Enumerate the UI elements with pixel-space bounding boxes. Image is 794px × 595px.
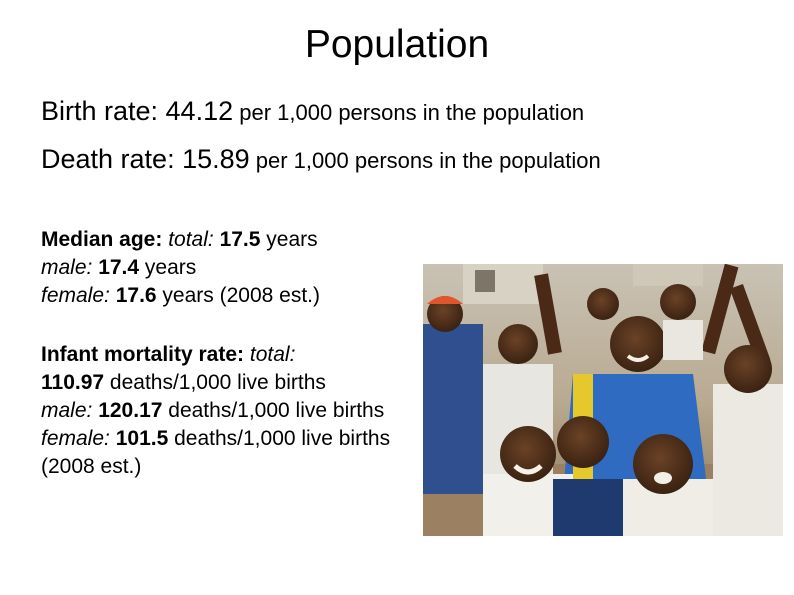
infant-male-label: male: (41, 399, 93, 422)
infant-total-label: total: (249, 343, 296, 366)
median-female-label: female: (41, 284, 110, 307)
children-group-photo (423, 264, 783, 536)
infant-female-value: 101.5 (115, 427, 169, 450)
birth-rate-line: Birth rate: 44.12 per 1,000 persons in t… (41, 96, 584, 127)
infant-mortality-block: Infant mortality rate: total: 110.97 dea… (41, 341, 413, 481)
median-total-value: 17.5 (219, 228, 261, 251)
infant-total-value: 110.97 (41, 371, 105, 394)
median-age-label: Median age: (41, 228, 163, 251)
death-rate-unit: per 1,000 persons in the population (249, 148, 601, 173)
infant-female-unit: deaths/1,000 live births (2008 est.) (41, 427, 391, 478)
slide-title: Population (304, 23, 490, 66)
median-male-label: male: (41, 256, 93, 279)
median-male-value: 17.4 (98, 256, 140, 279)
median-age-block: Median age: total: 17.5 years male: 17.4… (41, 226, 413, 310)
death-rate-line: Death rate: 15.89 per 1,000 persons in t… (41, 144, 601, 175)
birth-rate-label: Birth rate: 44.12 (41, 96, 234, 126)
median-female-unit: years (2008 est.) (156, 284, 320, 307)
birth-rate-unit: per 1,000 persons in the population (233, 100, 585, 125)
infant-male-unit: deaths/1,000 live births (162, 399, 385, 422)
infant-mortality-label: Infant mortality rate: (41, 343, 245, 366)
median-male-unit: years (139, 256, 197, 279)
infant-total-unit: deaths/1,000 live births (104, 371, 326, 394)
median-total-unit: years (260, 228, 318, 251)
infant-male-value: 120.17 (98, 399, 163, 422)
median-female-value: 17.6 (115, 284, 157, 307)
infant-female-label: female: (41, 427, 110, 450)
median-total-label: total: (168, 228, 214, 251)
death-rate-label: Death rate: 15.89 (41, 144, 250, 174)
